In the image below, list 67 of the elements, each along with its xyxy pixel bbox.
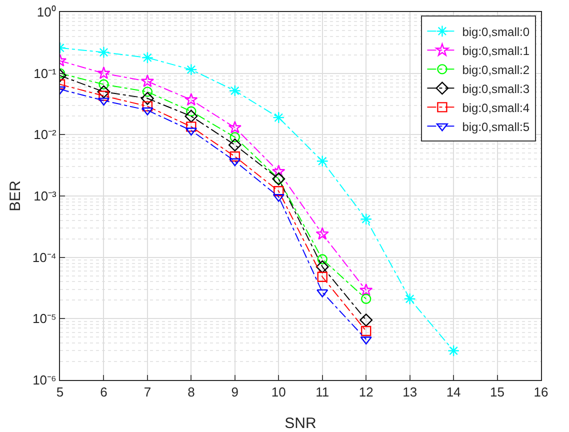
point [317,272,328,282]
x-axis-title: SNR [284,415,316,432]
point [228,84,241,97]
point [228,120,242,134]
point [404,292,416,305]
point [141,92,154,105]
point [316,260,329,274]
y-tick-label: 10⁻⁶ [32,372,56,388]
point [184,110,198,123]
x-tick-label: 10 [271,384,286,400]
point [360,314,373,326]
point [142,107,154,116]
point [98,79,109,90]
x-tick-label: 12 [358,384,374,400]
point [316,155,328,168]
x-tick-label: 16 [534,384,548,400]
point [272,194,284,202]
point [186,122,196,132]
point [98,90,109,101]
point [185,64,198,76]
y-tick-label: 10⁻⁵ [32,311,56,326]
point [316,227,329,240]
x-tick-label: 14 [446,384,461,400]
y-tick-label: 10⁻² [34,127,58,142]
point [97,85,110,98]
point [186,106,196,116]
point [230,151,240,162]
legend-label: big:0,small:0 [462,24,530,39]
x-tick-label: 15 [490,384,505,400]
point [360,283,373,296]
x-tick-label: 9 [231,384,239,400]
point [184,92,198,106]
point [230,132,240,142]
point [316,289,328,298]
point [360,326,372,336]
point [317,254,328,264]
point [142,101,153,112]
point [274,186,284,196]
legend-label: big:0,small:2 [462,62,530,77]
y-tick-label: 10⁻³ [34,188,58,204]
x-tick-label: 5 [56,384,64,400]
legend-label: big:0,small:4 [462,100,530,115]
y-tick-label: 10⁻⁴ [32,250,56,265]
point [228,138,242,152]
point [229,158,241,166]
point [140,74,154,88]
x-tick-label: 11 [316,384,330,400]
point [448,344,460,357]
point [272,112,285,124]
y-tick-label: 10⁻¹ [34,66,58,81]
legend-label: big:0,small:3 [462,82,530,96]
x-tick-label: 13 [402,384,418,400]
point [97,66,110,80]
y-axis-title: BER [7,180,24,212]
x-tick-label: 6 [100,384,108,400]
y-tick-label: 10⁰ [36,4,56,20]
point [360,294,372,304]
point [272,164,286,178]
point [185,128,197,136]
x-tick-label: 8 [188,384,195,400]
point [360,213,372,226]
point [98,46,110,58]
legend-label: big:0,small:5 [462,120,530,134]
x-tick-label: 7 [144,384,152,400]
point [142,86,153,97]
legend-label: big:0,small:1 [462,44,530,58]
point [141,52,154,64]
